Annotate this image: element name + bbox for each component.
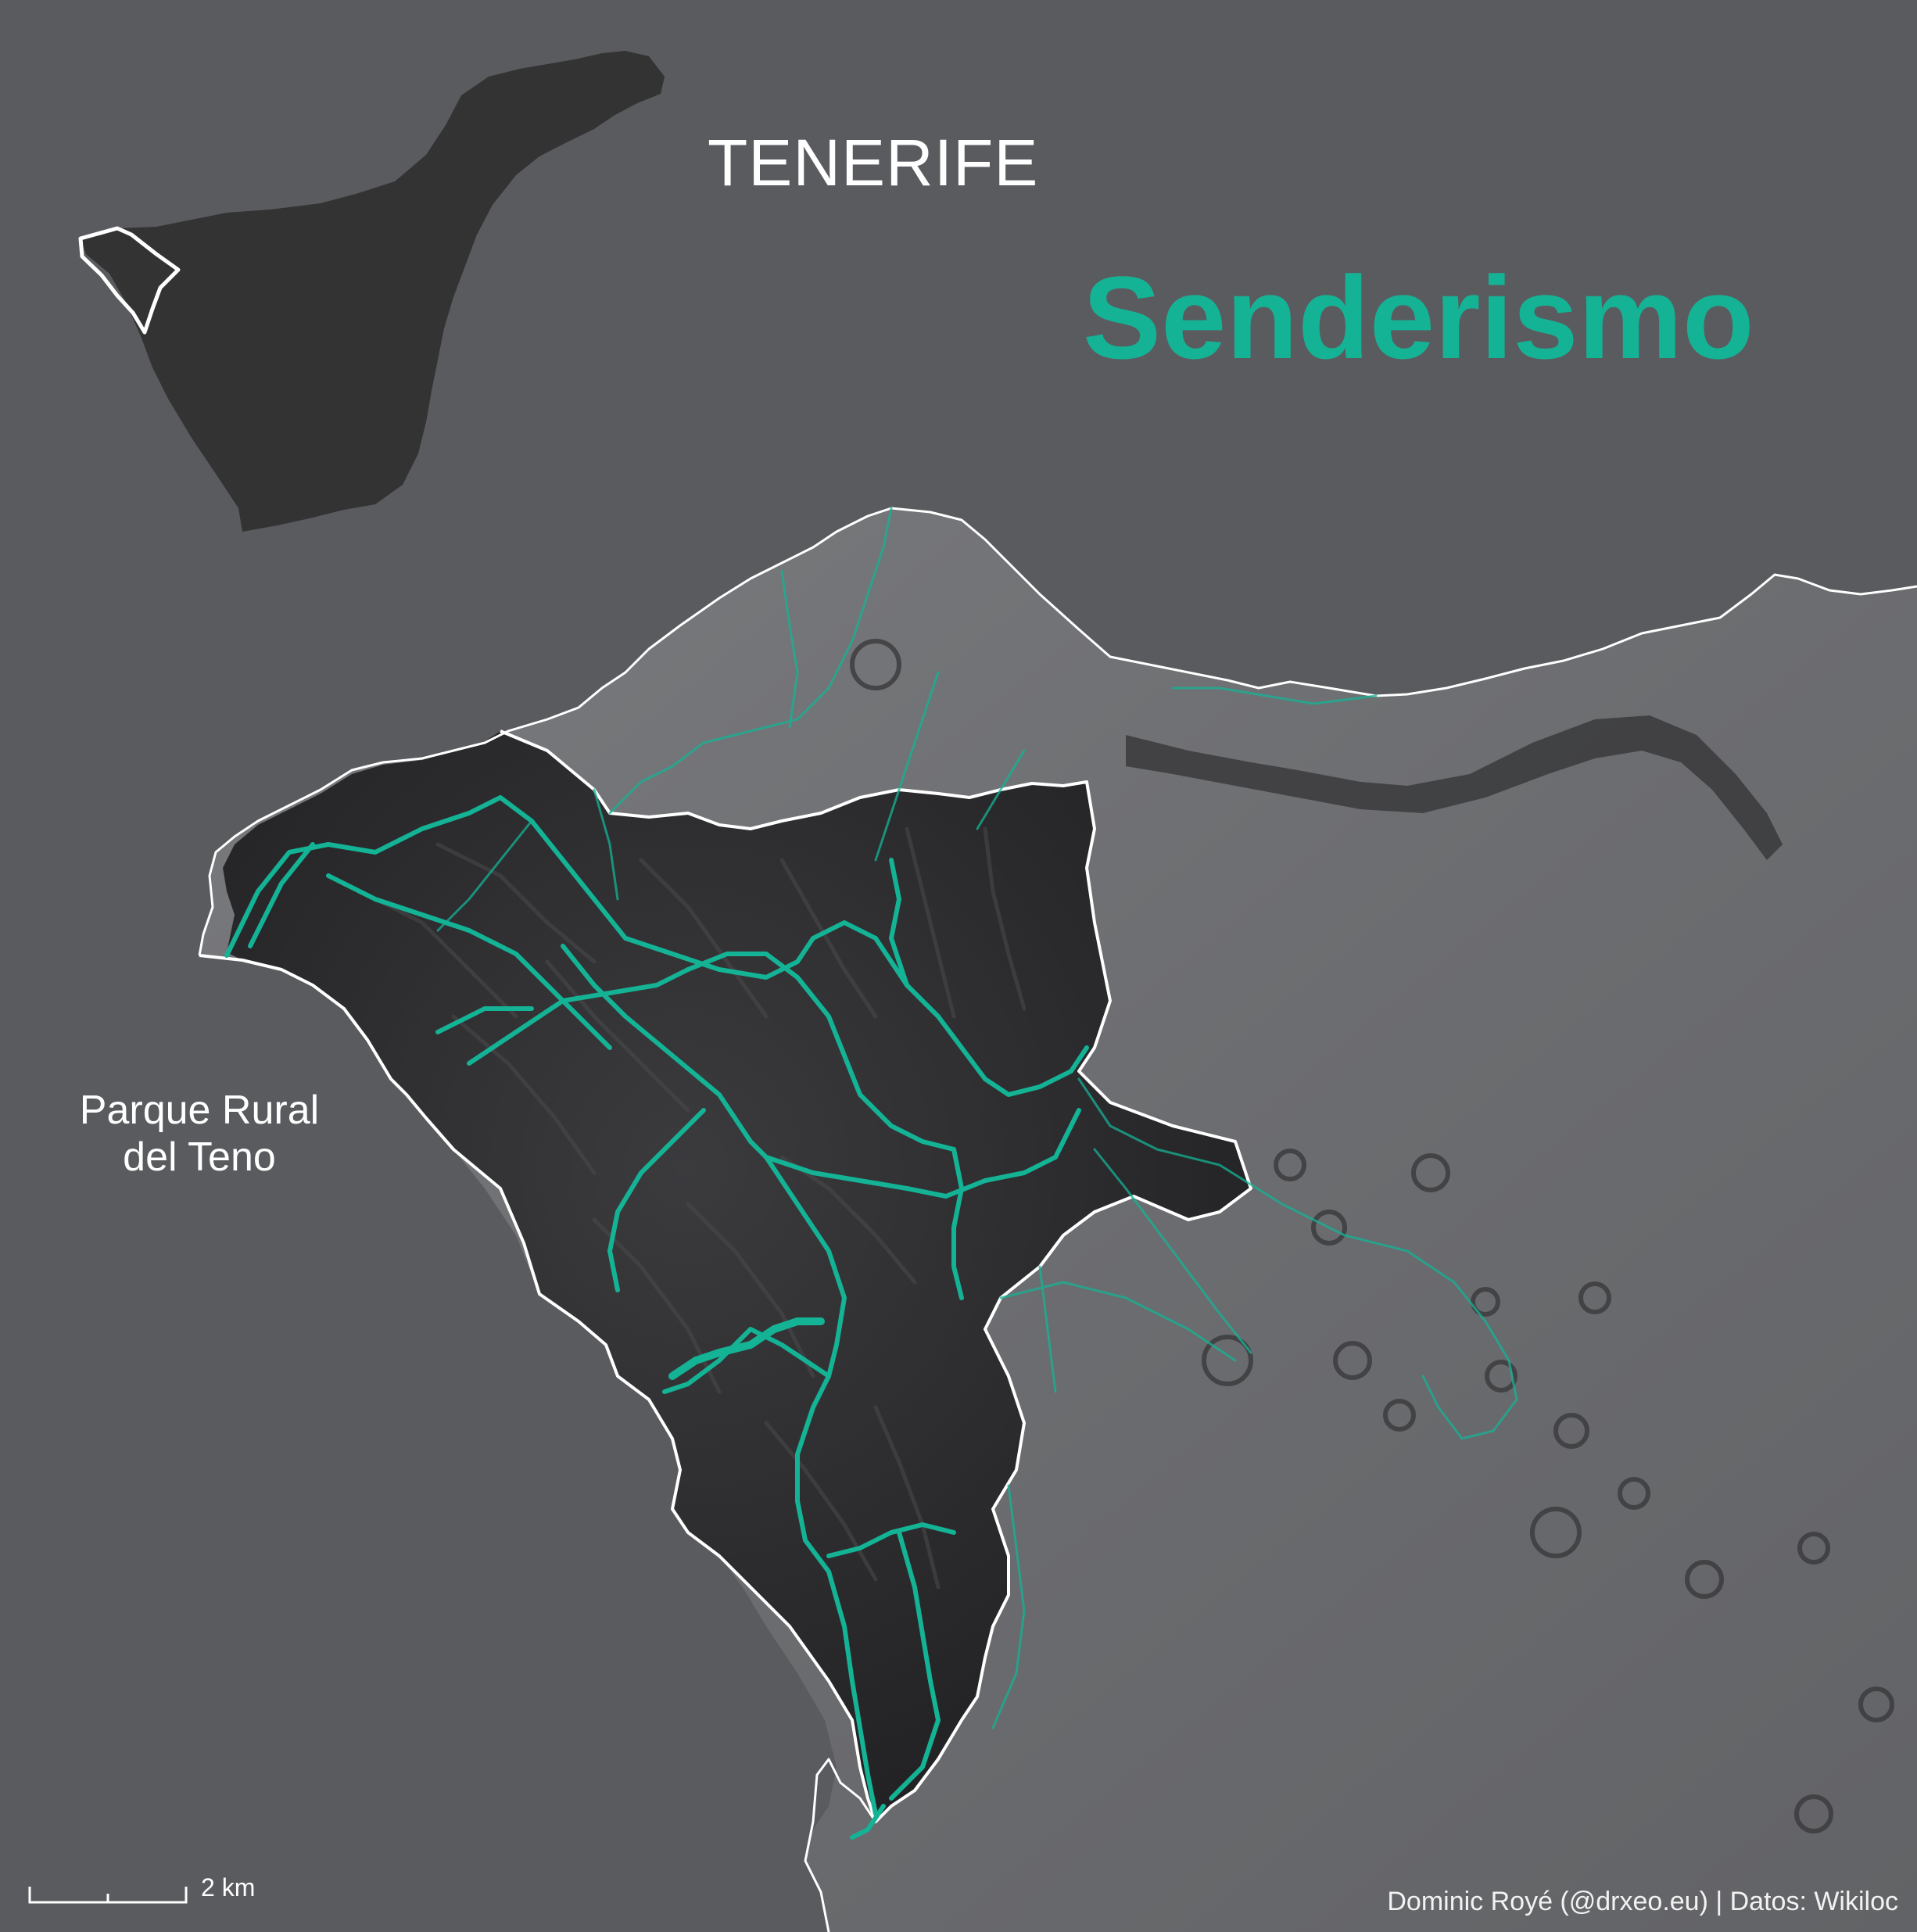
- scale-bar-label: 2 km: [201, 1873, 256, 1902]
- inset-tenerife-island: [81, 51, 665, 532]
- park-name-label: Parque Rural del Teno: [55, 1087, 344, 1181]
- volcanic-cones: [850, 639, 1894, 1833]
- park-boundary: [199, 729, 1252, 1823]
- scale-bar: [28, 1887, 188, 1904]
- park-name-line1: Parque Rural: [79, 1088, 320, 1133]
- park-ridge-texture: [357, 826, 1027, 1590]
- park-name-line2: del Teno: [123, 1134, 276, 1180]
- teno-park-terrain: [223, 731, 1251, 1822]
- coastline: [198, 507, 1917, 956]
- island-name-label: TENERIFE: [708, 126, 1039, 199]
- north-cliff-shading: [1126, 715, 1783, 860]
- hiking-trails: [224, 507, 1518, 1840]
- south-coastline: [804, 1758, 877, 1932]
- inset-teno-outline: [78, 226, 181, 335]
- map-title-text: Senderismo: [1083, 252, 1754, 383]
- credit-text: Dominic Royé (@drxeo.eu) | Datos: Wikilo…: [1387, 1887, 1898, 1916]
- map-title: Senderismo: [1083, 250, 1754, 385]
